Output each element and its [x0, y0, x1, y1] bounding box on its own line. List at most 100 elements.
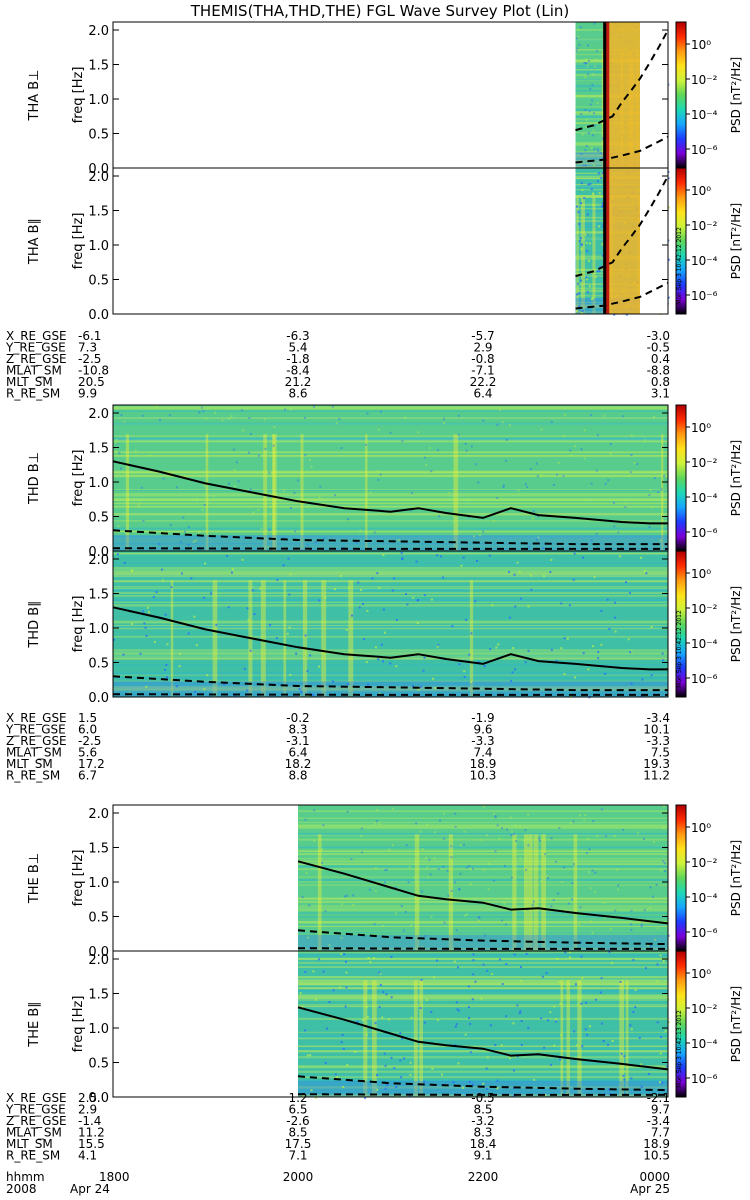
y-tick-label: 2.0	[88, 170, 109, 185]
spectrogram-speckle	[630, 454, 633, 457]
spectrogram-speckle	[192, 540, 195, 543]
spectrogram-speckle	[580, 247, 583, 250]
spectrogram-speckle	[464, 1033, 467, 1036]
spectrogram-speckle	[584, 126, 587, 129]
spectrogram-speckle	[536, 475, 539, 478]
oxygen-gyrofrequency-line	[112, 547, 668, 550]
ephemeris-value: 7.1	[288, 1149, 307, 1163]
spectrogram-speckle	[476, 560, 479, 563]
spectrogram-speckle	[591, 99, 594, 102]
spectrogram-streak	[113, 410, 668, 412]
spectrogram-speckle	[555, 860, 558, 863]
spectrogram-streak	[113, 680, 668, 682]
spectrogram-streak	[298, 884, 668, 886]
spectrogram-streak	[113, 588, 668, 591]
spectrogram-streak	[113, 553, 668, 555]
spectrogram-streak	[113, 664, 668, 666]
spectrogram-speckle	[538, 839, 541, 842]
y-tick-label: 1.0	[88, 1022, 109, 1037]
spectrogram-streak	[298, 1005, 668, 1008]
spectrogram-speckle	[468, 1080, 471, 1083]
spectrogram-speckle	[197, 531, 200, 534]
spectrogram-speckle	[113, 638, 116, 641]
spectrogram-speckle	[359, 588, 362, 591]
chart-title: THEMIS(THA,THD,THE) FGL Wave Survey Plot…	[190, 2, 569, 20]
colorbar-label: PSD [nT²/Hz]	[729, 57, 743, 133]
spectrogram-speckle	[571, 882, 574, 885]
spectrogram-speckle	[448, 492, 451, 495]
ephemeris-value: -8.8	[647, 364, 670, 378]
spectrogram-speckle	[206, 674, 209, 677]
spectrogram-speckle	[471, 867, 474, 870]
spectrogram-speckle	[559, 1002, 562, 1005]
spectrogram-speckle	[543, 1046, 546, 1049]
spectrogram-streak	[298, 861, 668, 863]
spectrogram-speckle	[509, 1057, 512, 1060]
spectrogram-speckle	[362, 602, 365, 605]
spectrogram-speckle	[580, 279, 583, 282]
spectrogram-speckle	[468, 1016, 471, 1019]
spectrogram-speckle	[312, 405, 315, 408]
spectrogram-speckle	[514, 842, 517, 845]
spectrogram-speckle	[533, 1078, 536, 1081]
y-axis-label: freq [Hz]	[71, 596, 86, 653]
spectrogram-speckle	[198, 411, 201, 414]
spectrogram-speckle	[257, 509, 260, 512]
ephemeris-value: 7.7	[651, 1126, 670, 1140]
spectrogram-speckle	[630, 923, 633, 926]
spectrogram-speckle	[643, 909, 646, 912]
colorbar	[675, 550, 687, 698]
spectrogram-streak	[298, 1004, 668, 1006]
spectrogram-streak	[298, 1017, 668, 1020]
spectrogram-speckle	[577, 292, 580, 295]
spectrogram-speckle	[331, 405, 334, 408]
spectrogram-speckle	[334, 1073, 337, 1076]
spectrogram-speckle	[601, 202, 604, 205]
ephemeris-value: 7.5	[651, 746, 670, 760]
spectrogram-speckle	[656, 927, 659, 930]
spectrogram-speckle	[407, 881, 410, 884]
spectrogram-speckle	[513, 833, 516, 836]
y-tick-label: 0.5	[88, 274, 109, 289]
spectrogram-speckle	[430, 1011, 433, 1014]
colorbar	[675, 404, 687, 552]
spectrogram-speckle	[486, 1056, 489, 1059]
spectrogram-speckle	[663, 862, 666, 865]
colorbar-label: PSD [nT²/Hz]	[729, 840, 743, 916]
spectrogram-speckle	[472, 959, 475, 962]
ephemeris-value: 10.5	[643, 1149, 670, 1163]
spectrogram-speckle	[464, 914, 467, 917]
spectrogram-speckle	[645, 572, 648, 575]
spectrogram-speckle	[550, 905, 553, 908]
spectrogram-streak	[113, 655, 668, 657]
y-axis-label: freq [Hz]	[71, 996, 86, 1053]
spectrogram-speckle	[537, 515, 540, 518]
spectrogram-speckle	[289, 673, 292, 676]
spectrogram-speckle	[288, 626, 291, 629]
spectrogram-streak	[298, 989, 668, 993]
spectrogram-speckle	[578, 223, 581, 226]
spectrogram-speckle	[463, 830, 466, 833]
spectrogram-speckle	[580, 153, 583, 156]
spectrogram-speckle	[508, 571, 511, 574]
colorbar-tick-label: 10⁻⁴	[691, 254, 718, 268]
colorbar-tick-label: 10⁰	[691, 421, 711, 435]
spectrogram-streak	[298, 1035, 668, 1038]
spectrogram-speckle	[593, 164, 596, 167]
spectrogram-streak	[298, 1074, 668, 1077]
spectrogram-speckle	[589, 887, 592, 890]
spectrogram-speckle	[450, 845, 453, 848]
spectrogram-speckle	[512, 647, 515, 650]
spectrogram-speckle	[331, 680, 334, 683]
spectrogram-speckle	[410, 924, 413, 927]
colorbar-tick-label: 10⁰	[691, 567, 711, 581]
spectrogram-speckle	[426, 866, 429, 869]
spectrogram-speckle	[568, 604, 571, 607]
spectrogram-speckle	[659, 1052, 662, 1055]
spectrogram-speckle	[304, 454, 307, 457]
spectrogram-speckle	[573, 552, 576, 555]
spectrogram-speckle	[419, 1007, 422, 1010]
time-tick-label: 2200	[468, 1170, 499, 1184]
spectrogram-streak	[298, 908, 668, 912]
spectrogram-speckle	[340, 447, 343, 450]
